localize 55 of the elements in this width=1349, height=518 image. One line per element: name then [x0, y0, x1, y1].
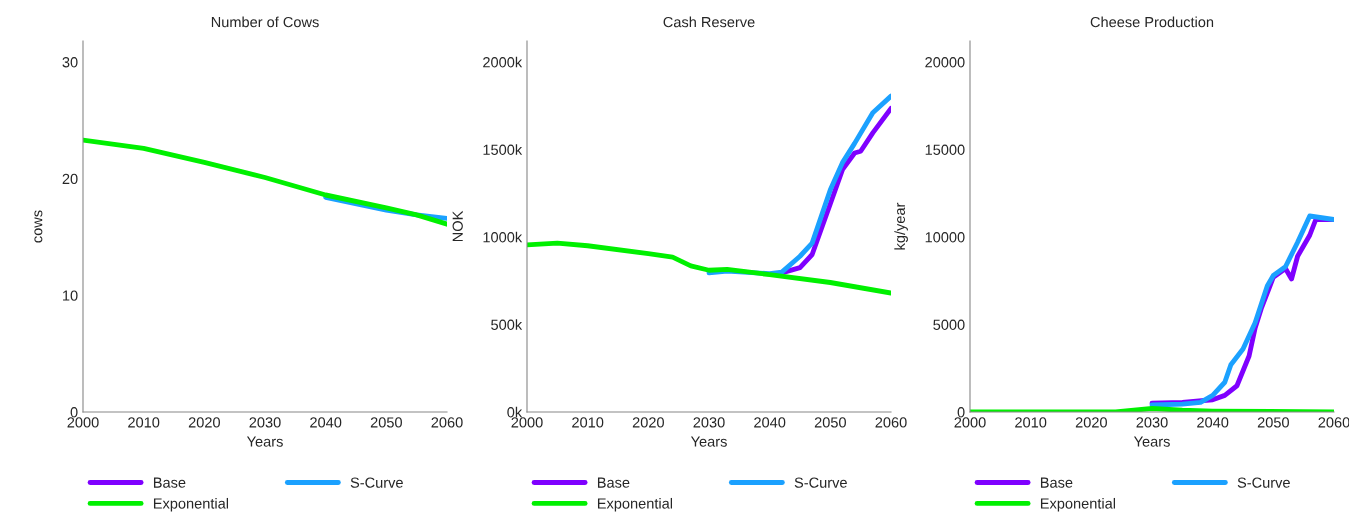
x-tick-label: 2030	[1136, 417, 1168, 428]
y-tick-label: 0	[70, 407, 78, 418]
x-tick-label: 2030	[693, 417, 725, 428]
chart-title: Cheese Production	[1090, 16, 1214, 28]
x-tick-label: 2040	[754, 417, 786, 428]
y-tick-label: 30	[62, 57, 78, 68]
y-tick-label: 10	[63, 290, 78, 301]
x-tick-label: 2040	[1197, 417, 1229, 428]
legend-label: Exponential	[153, 497, 229, 512]
x-tick-label: 2040	[310, 417, 342, 428]
x-tick-label: 2060	[431, 417, 463, 428]
y-axis-title: kg/year	[894, 202, 908, 250]
x-tick-label: 2020	[1075, 417, 1107, 428]
legend-label: S-Curve	[794, 477, 847, 488]
line-series	[83, 137, 447, 227]
y-tick-label: 5000	[933, 319, 965, 330]
x-tick-label: 2020	[632, 417, 664, 428]
y-tick-label: 15000	[925, 144, 965, 155]
chart-title: Cash Reserve	[663, 16, 755, 28]
x-tick-label: 2060	[875, 417, 907, 428]
x-tick-label: 2000	[954, 417, 986, 428]
y-tick-label: 2000k	[483, 56, 523, 68]
x-tick-label: 2010	[128, 417, 160, 428]
x-tick-label: 2020	[188, 417, 220, 428]
x-tick-label: 2030	[249, 417, 281, 428]
x-axis-title: Years	[690, 436, 727, 447]
x-tick-label: 2010	[572, 417, 604, 428]
legend-label: Exponential	[1040, 497, 1116, 512]
x-tick-label: 2000	[67, 417, 99, 428]
legend-label: Base	[597, 477, 630, 488]
x-axis-title: Years	[246, 436, 283, 447]
y-tick-label: 500k	[491, 319, 523, 330]
line-series	[527, 240, 891, 296]
y-axis-title: NOK	[452, 210, 463, 242]
x-tick-label: 2050	[1257, 417, 1289, 428]
x-tick-label: 2000	[511, 417, 543, 428]
legend-label: Base	[1040, 477, 1073, 488]
x-tick-label: 2060	[1318, 417, 1349, 428]
legend-label: S-Curve	[1237, 477, 1290, 488]
x-tick-label: 2010	[1015, 417, 1047, 428]
x-tick-label: 2050	[370, 417, 402, 428]
chart-title: Number of Cows	[211, 16, 319, 28]
legend-label: S-Curve	[350, 477, 403, 488]
y-tick-label: 1000k	[483, 231, 523, 243]
y-tick-label: 1500k	[483, 144, 523, 155]
y-tick-label: 20000	[925, 57, 965, 68]
y-tick-label: 10000	[925, 232, 965, 243]
x-axis-title: Years	[1133, 436, 1170, 447]
y-tick-label: 0	[957, 407, 965, 418]
y-axis-title: cows	[34, 210, 43, 243]
x-tick-label: 2050	[814, 417, 846, 428]
y-tick-label: 20	[62, 173, 78, 185]
legend-label: Base	[153, 477, 186, 488]
legend-label: Exponential	[597, 497, 673, 512]
y-tick-label: 0k	[507, 406, 523, 418]
